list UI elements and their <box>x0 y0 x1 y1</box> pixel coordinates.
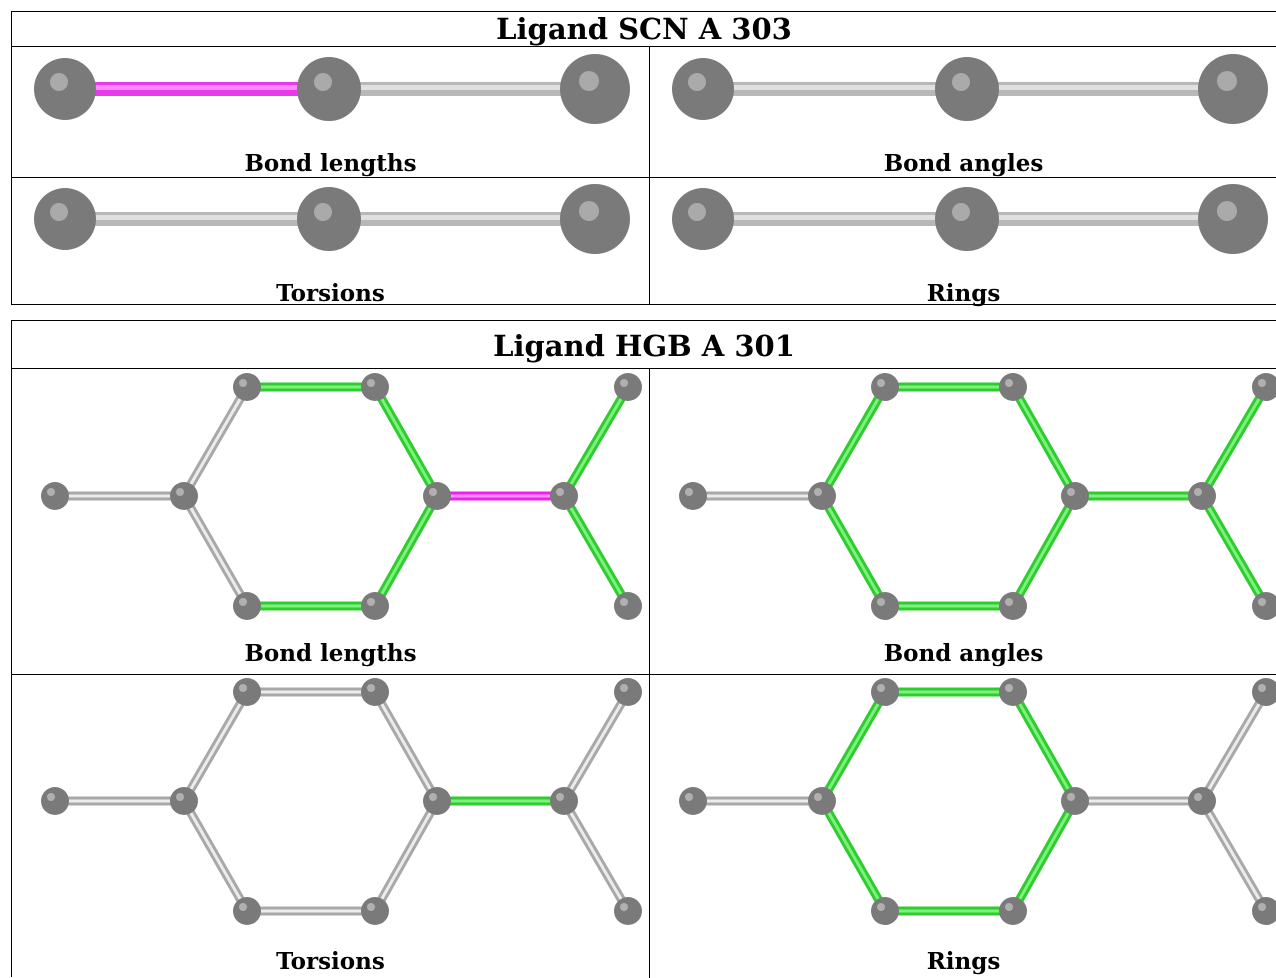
atom <box>1061 787 1089 815</box>
atom <box>41 482 69 510</box>
ligand-scn-table: Ligand SCN A 303 Bond lengths Bond angle… <box>11 11 1276 307</box>
bond <box>560 689 632 804</box>
atom <box>361 897 389 925</box>
atom <box>41 787 69 815</box>
hgb-rings-image <box>679 678 1276 925</box>
bond <box>818 493 889 609</box>
bond <box>371 798 441 914</box>
atom <box>679 482 707 510</box>
bond <box>180 384 251 499</box>
atom <box>170 482 198 510</box>
atom <box>233 373 261 401</box>
atom <box>999 373 1027 401</box>
bond <box>371 689 441 804</box>
atom <box>1252 897 1276 925</box>
atom <box>361 592 389 620</box>
bond <box>180 493 251 609</box>
scn-bond-lengths-image <box>34 54 630 124</box>
atom <box>679 787 707 815</box>
atom <box>1252 373 1276 401</box>
bond <box>1198 493 1270 609</box>
table-divider <box>12 177 1276 178</box>
atom <box>808 482 836 510</box>
atom <box>808 787 836 815</box>
hgb-bond-angles-image <box>679 373 1276 620</box>
atom <box>361 373 389 401</box>
atom <box>614 678 642 706</box>
scn-torsions-image <box>34 184 630 254</box>
bond <box>1198 689 1270 804</box>
bond <box>1009 384 1079 499</box>
bond <box>1009 798 1079 914</box>
atom <box>999 897 1027 925</box>
atom <box>999 678 1027 706</box>
scn-bond-lengths-panel: Bond lengths <box>12 48 649 177</box>
atom <box>614 592 642 620</box>
atom <box>1188 787 1216 815</box>
bond <box>560 493 632 609</box>
bond <box>1198 798 1270 914</box>
atom <box>550 787 578 815</box>
hgb-bond-lengths-caption: Bond lengths <box>244 640 417 667</box>
bond <box>818 689 889 804</box>
bond <box>1009 493 1079 609</box>
scn-rings-image <box>672 184 1268 254</box>
scn-rings-panel: Rings <box>650 178 1276 307</box>
bond <box>1198 384 1270 499</box>
hgb-bond-lengths-image <box>41 373 642 620</box>
hgb-torsions-panel: Torsions <box>12 675 649 978</box>
hgb-bond-angles-caption: Bond angles <box>883 640 1044 667</box>
atom <box>999 592 1027 620</box>
bond <box>1009 689 1079 804</box>
scn-bond-angles-caption: Bond angles <box>883 150 1044 177</box>
atom <box>423 482 451 510</box>
atom <box>550 482 578 510</box>
bond <box>818 384 889 499</box>
atom <box>1252 592 1276 620</box>
bond <box>371 493 441 609</box>
hgb-torsions-caption: Torsions <box>276 948 385 975</box>
atom <box>871 678 899 706</box>
ligand-hgb-table: Ligand HGB A 301 Bond lengths Bond angle… <box>11 320 1276 978</box>
table-divider <box>649 369 650 978</box>
table-divider <box>649 47 650 305</box>
ligand-hgb-title: Ligand HGB A 301 <box>12 321 1276 369</box>
bond <box>818 798 889 914</box>
hgb-rings-panel: Rings <box>650 675 1276 978</box>
atom <box>423 787 451 815</box>
atom <box>233 592 261 620</box>
table-divider <box>12 674 1276 675</box>
bond <box>560 384 632 499</box>
scn-rings-caption: Rings <box>926 280 1001 307</box>
scn-torsions-panel: Torsions <box>12 178 649 307</box>
atom <box>871 373 899 401</box>
atom <box>233 678 261 706</box>
bond <box>560 798 632 914</box>
hgb-rings-caption: Rings <box>926 948 1001 975</box>
atom <box>1188 482 1216 510</box>
atom <box>1061 482 1089 510</box>
ligand-scn-title: Ligand SCN A 303 <box>12 12 1276 47</box>
scn-bond-angles-panel: Bond angles <box>650 48 1276 177</box>
atom <box>614 897 642 925</box>
atom <box>614 373 642 401</box>
atom <box>170 787 198 815</box>
bond <box>371 384 441 499</box>
scn-bond-angles-image <box>672 54 1268 124</box>
hgb-bond-lengths-panel: Bond lengths <box>12 370 649 674</box>
atom <box>871 592 899 620</box>
hgb-bond-angles-panel: Bond angles <box>650 370 1276 674</box>
atom <box>1252 678 1276 706</box>
bond <box>180 798 251 914</box>
scn-bond-lengths-caption: Bond lengths <box>244 150 417 177</box>
atom <box>871 897 899 925</box>
bond <box>180 689 251 804</box>
hgb-torsions-image <box>41 678 642 925</box>
atom <box>233 897 261 925</box>
scn-torsions-caption: Torsions <box>276 280 385 307</box>
atom <box>361 678 389 706</box>
